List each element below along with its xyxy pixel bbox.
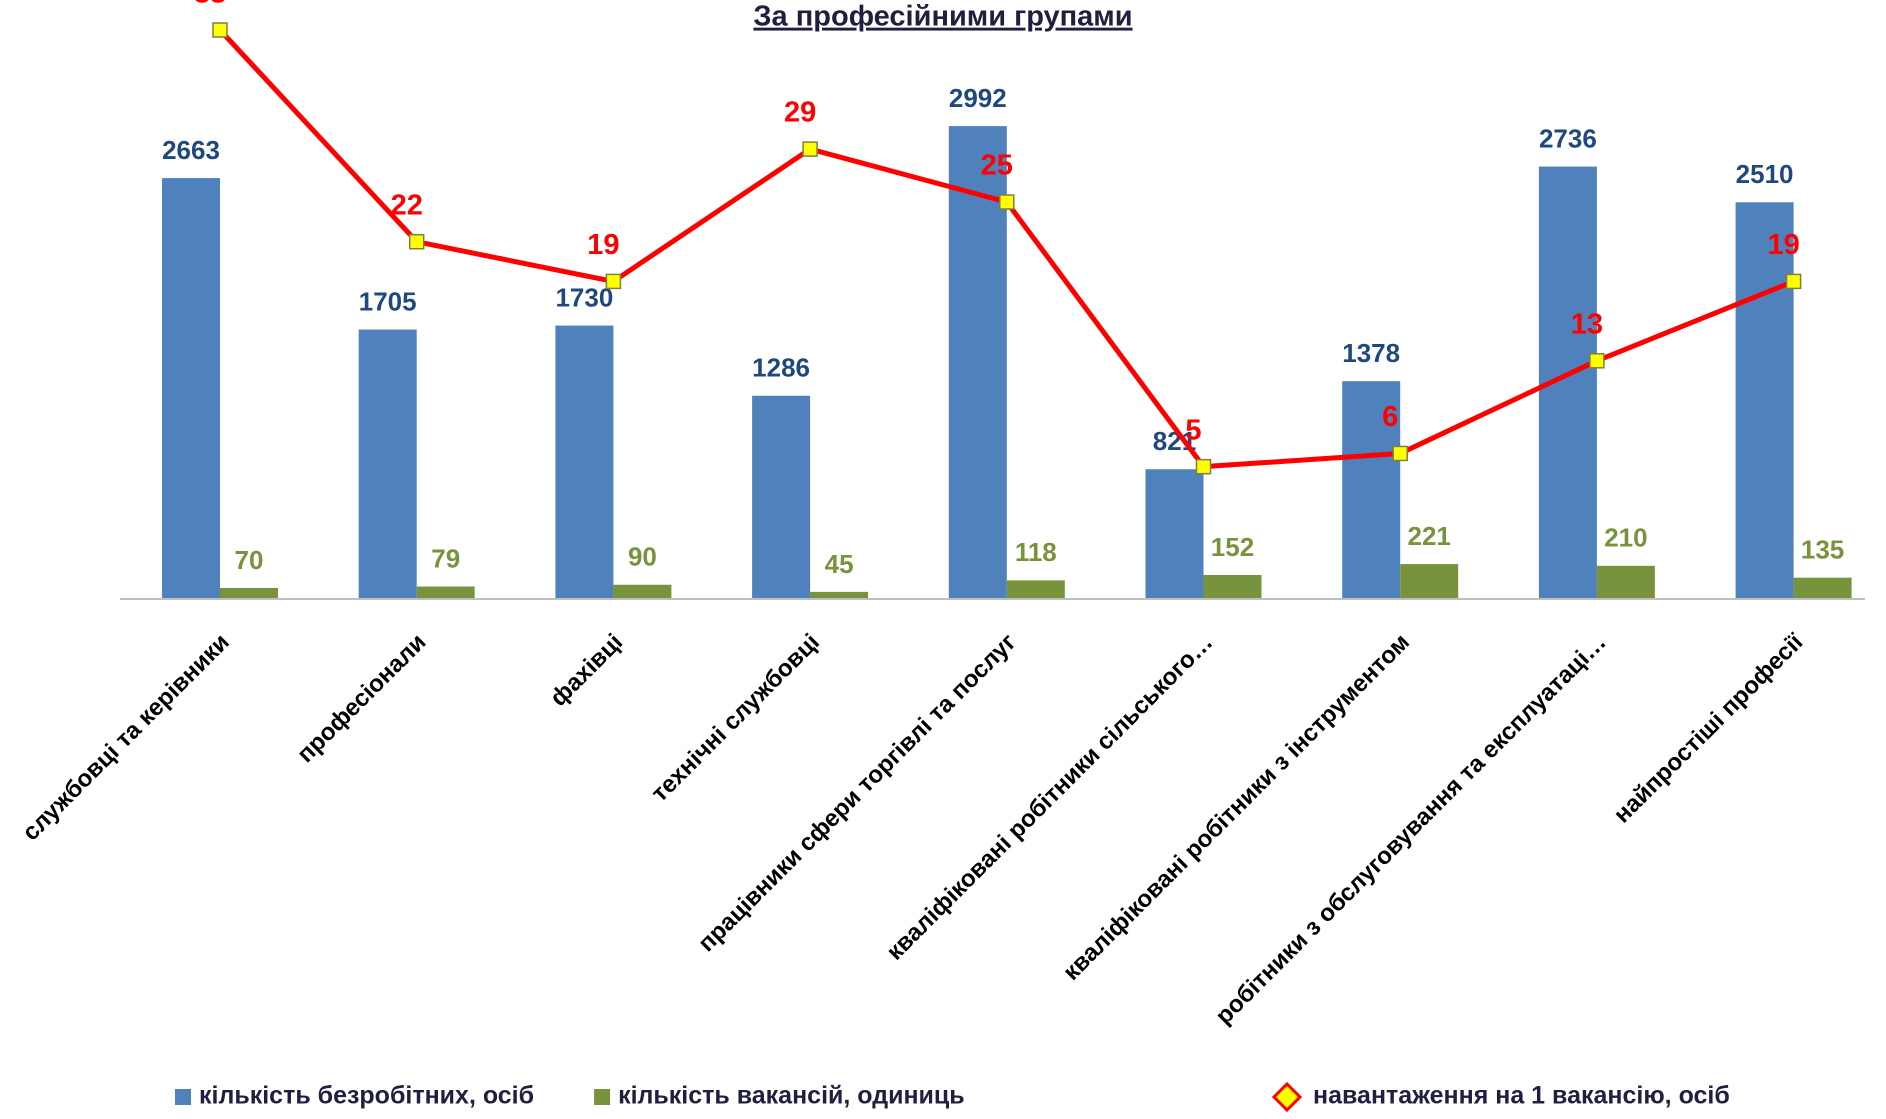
bar <box>1203 574 1262 599</box>
line-label: 13 <box>1571 308 1603 340</box>
bar <box>555 325 614 599</box>
data-label: 2510 <box>1736 159 1794 189</box>
line-label: 5 <box>1185 414 1201 446</box>
legend-label: навантаження на 1 вакансію, осіб <box>1313 1082 1730 1110</box>
x-tick-label: технічні службовці <box>646 629 825 808</box>
data-label: 118 <box>1015 537 1057 567</box>
legend-item: навантаження на 1 вакансію, осіб <box>1271 1081 1730 1113</box>
data-label: 2736 <box>1539 123 1597 153</box>
line-marker <box>1785 273 1802 290</box>
bar <box>613 584 672 599</box>
bar <box>1400 564 1459 599</box>
chart-title: За професійними групами <box>753 1 1132 33</box>
line-marker <box>408 233 425 250</box>
data-label: 1286 <box>752 353 810 383</box>
x-tick-label: кваліфіковані робітники сільського… <box>881 629 1218 966</box>
line-marker <box>605 273 622 290</box>
legend-label: кількість вакансій, одиниць <box>618 1082 965 1110</box>
bar <box>1145 469 1204 599</box>
data-label: 79 <box>431 543 460 573</box>
x-tick-label: робітники з обслуговування та експлуатац… <box>1210 629 1611 1030</box>
line-label: 29 <box>784 97 816 129</box>
line-marker <box>1195 458 1212 475</box>
legend-marker <box>175 1089 191 1105</box>
bar <box>752 395 811 599</box>
line-label: 22 <box>391 189 423 221</box>
data-label: 2663 <box>162 135 220 165</box>
line-label: 25 <box>981 150 1013 182</box>
legend-label: кількість безробітних, осіб <box>199 1082 534 1110</box>
x-tick-label: службовці та керівники <box>17 629 234 846</box>
bar <box>1735 202 1794 599</box>
bar <box>1342 381 1401 599</box>
data-label: 221 <box>1408 521 1451 551</box>
data-label: 1730 <box>555 282 613 312</box>
x-tick-label: працівники сфери торгівлі та послуг <box>693 629 1021 957</box>
x-tick-label: найпростіші професії <box>1609 628 1810 829</box>
bar <box>220 587 278 599</box>
line-marker <box>1589 353 1605 369</box>
bar <box>162 178 220 599</box>
legend-marker <box>1271 1081 1303 1113</box>
bar <box>358 329 417 599</box>
bar <box>416 586 475 599</box>
data-label: 2992 <box>949 83 1007 113</box>
bar <box>1596 565 1655 599</box>
data-label: 90 <box>628 542 657 572</box>
line-marker <box>999 194 1015 210</box>
data-label: 1378 <box>1342 338 1400 368</box>
data-label: 135 <box>1801 535 1844 565</box>
data-label: 152 <box>1211 532 1254 562</box>
x-tick-label: кваліфіковані робітники з інструментом <box>1058 629 1415 986</box>
line-label: 19 <box>1767 229 1799 261</box>
bar <box>1006 580 1065 599</box>
data-label: 45 <box>825 549 854 579</box>
legend-item: кількість безробітних, осіб <box>175 1082 534 1110</box>
data-label: 70 <box>235 545 264 575</box>
data-label: 1705 <box>359 286 417 316</box>
line-label: 6 <box>1382 401 1398 433</box>
bar <box>1793 577 1852 599</box>
line-marker <box>212 22 228 38</box>
data-label: 210 <box>1604 523 1647 553</box>
x-tick-label: фахівці <box>545 629 628 712</box>
bar <box>810 591 869 599</box>
x-tick-label: професіонали <box>292 629 431 768</box>
line-label: 19 <box>587 229 619 261</box>
legend-item: кількість вакансій, одиниць <box>594 1082 965 1110</box>
line-label: 38 <box>194 0 226 10</box>
bar <box>948 126 1007 599</box>
line-marker <box>802 141 818 157</box>
legend-marker <box>594 1089 611 1105</box>
line-marker <box>1392 445 1408 462</box>
